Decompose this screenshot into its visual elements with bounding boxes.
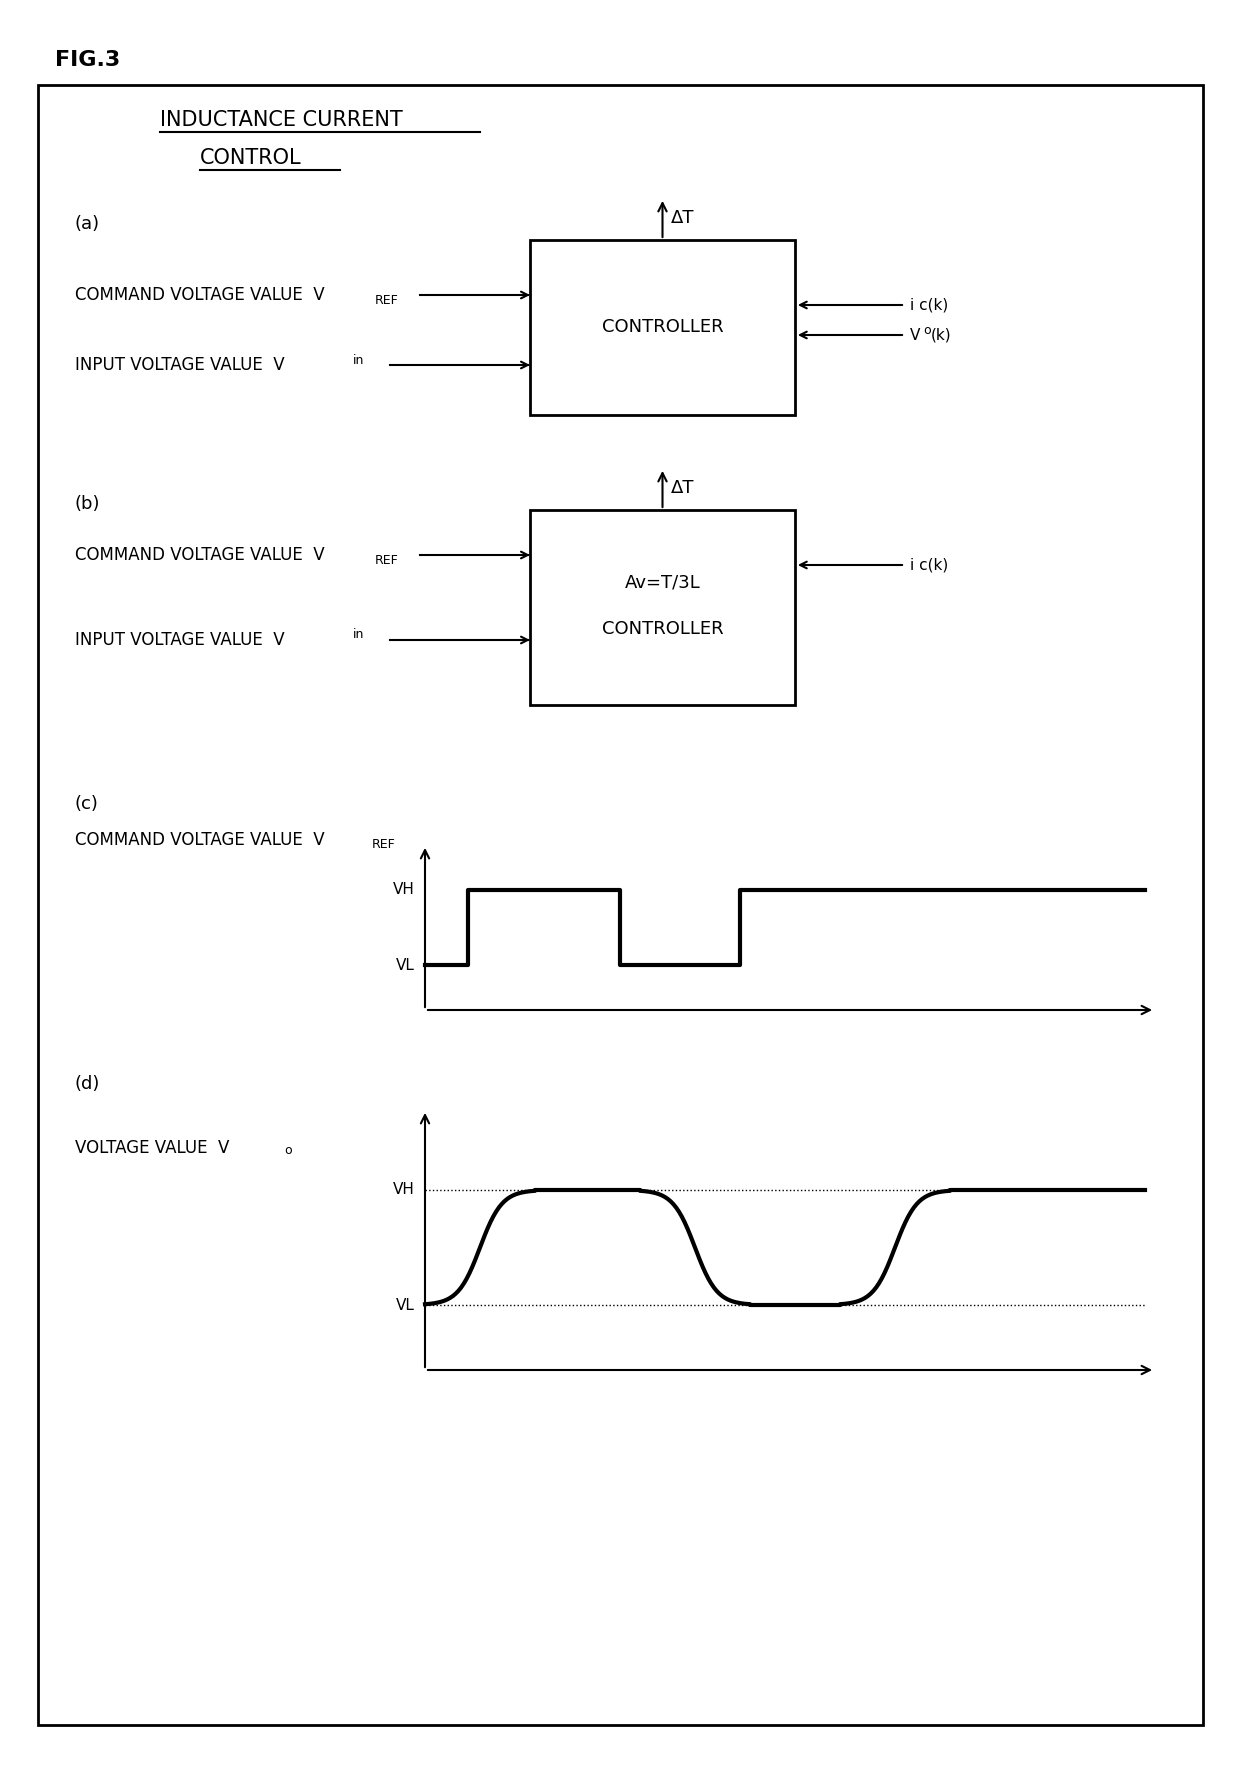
- Bar: [529, 240, 795, 416]
- Text: (c): (c): [74, 795, 99, 813]
- Text: ΔT: ΔT: [671, 210, 694, 227]
- Text: in: in: [353, 629, 365, 641]
- Text: V: V: [910, 328, 920, 342]
- Text: (d): (d): [74, 1075, 100, 1093]
- Text: o: o: [284, 1144, 291, 1157]
- Text: COMMAND VOLTAGE VALUE  V: COMMAND VOLTAGE VALUE V: [74, 831, 325, 849]
- Bar: [529, 510, 795, 706]
- Text: VOLTAGE VALUE  V: VOLTAGE VALUE V: [74, 1139, 229, 1157]
- Text: (b): (b): [74, 494, 100, 512]
- Text: CONTROL: CONTROL: [200, 149, 301, 168]
- Text: COMMAND VOLTAGE VALUE  V: COMMAND VOLTAGE VALUE V: [74, 287, 325, 304]
- Text: VH: VH: [393, 883, 415, 897]
- Text: INDUCTANCE CURRENT: INDUCTANCE CURRENT: [160, 109, 403, 131]
- Text: ΔT: ΔT: [671, 478, 694, 496]
- Text: VH: VH: [393, 1182, 415, 1198]
- Text: VL: VL: [396, 1297, 415, 1313]
- Text: (k): (k): [931, 328, 951, 342]
- Text: i c(k): i c(k): [910, 297, 949, 312]
- Text: REF: REF: [374, 294, 399, 306]
- Text: i c(k): i c(k): [910, 557, 949, 573]
- Text: REF: REF: [372, 838, 396, 851]
- Text: in: in: [353, 353, 365, 367]
- Text: REF: REF: [374, 553, 399, 566]
- Text: INPUT VOLTAGE VALUE  V: INPUT VOLTAGE VALUE V: [74, 630, 285, 648]
- Text: (a): (a): [74, 215, 100, 233]
- Text: COMMAND VOLTAGE VALUE  V: COMMAND VOLTAGE VALUE V: [74, 546, 325, 564]
- Text: CONTROLLER: CONTROLLER: [601, 319, 723, 337]
- Text: INPUT VOLTAGE VALUE  V: INPUT VOLTAGE VALUE V: [74, 356, 285, 374]
- Text: Av=T/3L: Av=T/3L: [625, 573, 701, 591]
- Text: CONTROLLER: CONTROLLER: [601, 620, 723, 639]
- Text: VL: VL: [396, 958, 415, 973]
- Text: FIG.3: FIG.3: [55, 50, 120, 70]
- Text: o: o: [923, 324, 931, 337]
